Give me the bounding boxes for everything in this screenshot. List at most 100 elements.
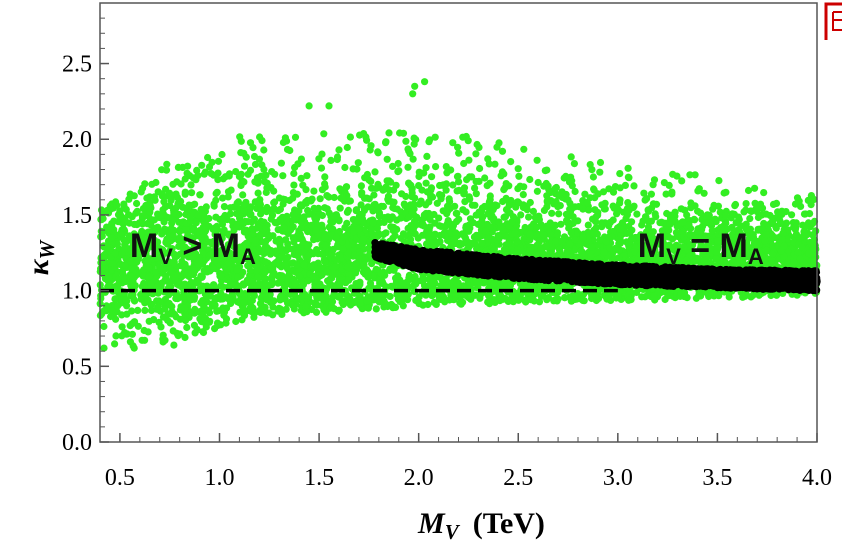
- green-point: [240, 162, 249, 170]
- green-point: [515, 296, 523, 304]
- green-point: [426, 216, 434, 224]
- green-point: [484, 155, 492, 163]
- green-point: [630, 182, 638, 190]
- green-point: [715, 292, 723, 300]
- green-point: [210, 281, 218, 289]
- green-point: [333, 212, 341, 220]
- green-point: [358, 211, 366, 219]
- green-point: [725, 293, 733, 301]
- green-point: [250, 152, 259, 161]
- green-point: [159, 331, 167, 339]
- green-point: [218, 150, 226, 159]
- green-point: [625, 238, 633, 246]
- green-point: [320, 130, 328, 138]
- green-point: [255, 224, 263, 232]
- green-point: [401, 202, 409, 210]
- green-point: [389, 162, 397, 170]
- green-point: [220, 308, 229, 316]
- green-point: [616, 199, 624, 207]
- green-point: [523, 206, 531, 214]
- green-point: [118, 323, 126, 331]
- green-point: [256, 231, 264, 239]
- green-point: [152, 178, 160, 187]
- green-point: [111, 295, 119, 303]
- green-point: [316, 195, 324, 203]
- green-point: [519, 191, 527, 199]
- green-point: [796, 255, 804, 263]
- green-point: [374, 149, 382, 157]
- green-point: [339, 195, 347, 203]
- green-point: [800, 210, 809, 218]
- green-point: [431, 133, 439, 141]
- green-point: [213, 319, 222, 327]
- green-point: [321, 242, 329, 250]
- green-point: [290, 181, 298, 189]
- green-point: [354, 217, 362, 225]
- green-point: [529, 294, 537, 302]
- green-point: [408, 193, 416, 201]
- green-point: [703, 212, 711, 220]
- green-point: [500, 170, 508, 178]
- green-point: [240, 178, 248, 186]
- green-point: [299, 181, 307, 189]
- green-point: [540, 206, 549, 214]
- green-point: [170, 209, 178, 217]
- green-point: [320, 306, 328, 314]
- green-point: [409, 155, 417, 163]
- green-point: [155, 318, 163, 326]
- green-point: [442, 180, 450, 188]
- green-point: [373, 296, 381, 304]
- green-point: [428, 173, 436, 181]
- green-point: [617, 225, 625, 233]
- green-point: [435, 191, 444, 199]
- green-point: [495, 218, 503, 226]
- green-point: [579, 296, 587, 304]
- green-point: [188, 189, 196, 197]
- green-point: [772, 224, 780, 232]
- green-point: [449, 285, 457, 293]
- green-point: [812, 227, 820, 235]
- green-point: [300, 261, 308, 269]
- green-point: [638, 293, 646, 301]
- green-point: [611, 183, 620, 191]
- green-point: [758, 204, 767, 212]
- green-point: [588, 166, 596, 174]
- green-point: [466, 195, 474, 203]
- green-point: [383, 177, 391, 185]
- green-point: [529, 207, 538, 215]
- green-point: [295, 272, 304, 280]
- green-point: [254, 189, 262, 197]
- green-point: [415, 168, 423, 176]
- green-point: [174, 163, 182, 171]
- green-point: [603, 295, 611, 303]
- green-point: [462, 208, 470, 216]
- green-point: [190, 321, 198, 329]
- green-point: [225, 170, 234, 178]
- green-point: [760, 219, 768, 228]
- green-point: [314, 204, 323, 212]
- green-point: [171, 310, 179, 318]
- green-point: [504, 239, 513, 247]
- green-point: [584, 221, 592, 229]
- green-point: [565, 178, 574, 186]
- green-point: [802, 231, 810, 239]
- green-point: [483, 182, 491, 190]
- green-point: [297, 174, 305, 182]
- green-point: [160, 218, 168, 226]
- green-point: [442, 163, 450, 171]
- green-point: [341, 163, 349, 172]
- green-point: [806, 238, 814, 246]
- green-point: [677, 205, 685, 213]
- green-point: [484, 210, 492, 218]
- green-point: [167, 196, 175, 204]
- green-point: [394, 295, 402, 303]
- green-point: [551, 184, 559, 192]
- green-point: [114, 302, 122, 310]
- green-point: [440, 296, 448, 304]
- green-point: [364, 203, 372, 211]
- green-point: [108, 234, 116, 242]
- green-point: [426, 223, 434, 231]
- green-point: [131, 297, 139, 305]
- green-point: [621, 181, 630, 189]
- green-point: [363, 297, 371, 305]
